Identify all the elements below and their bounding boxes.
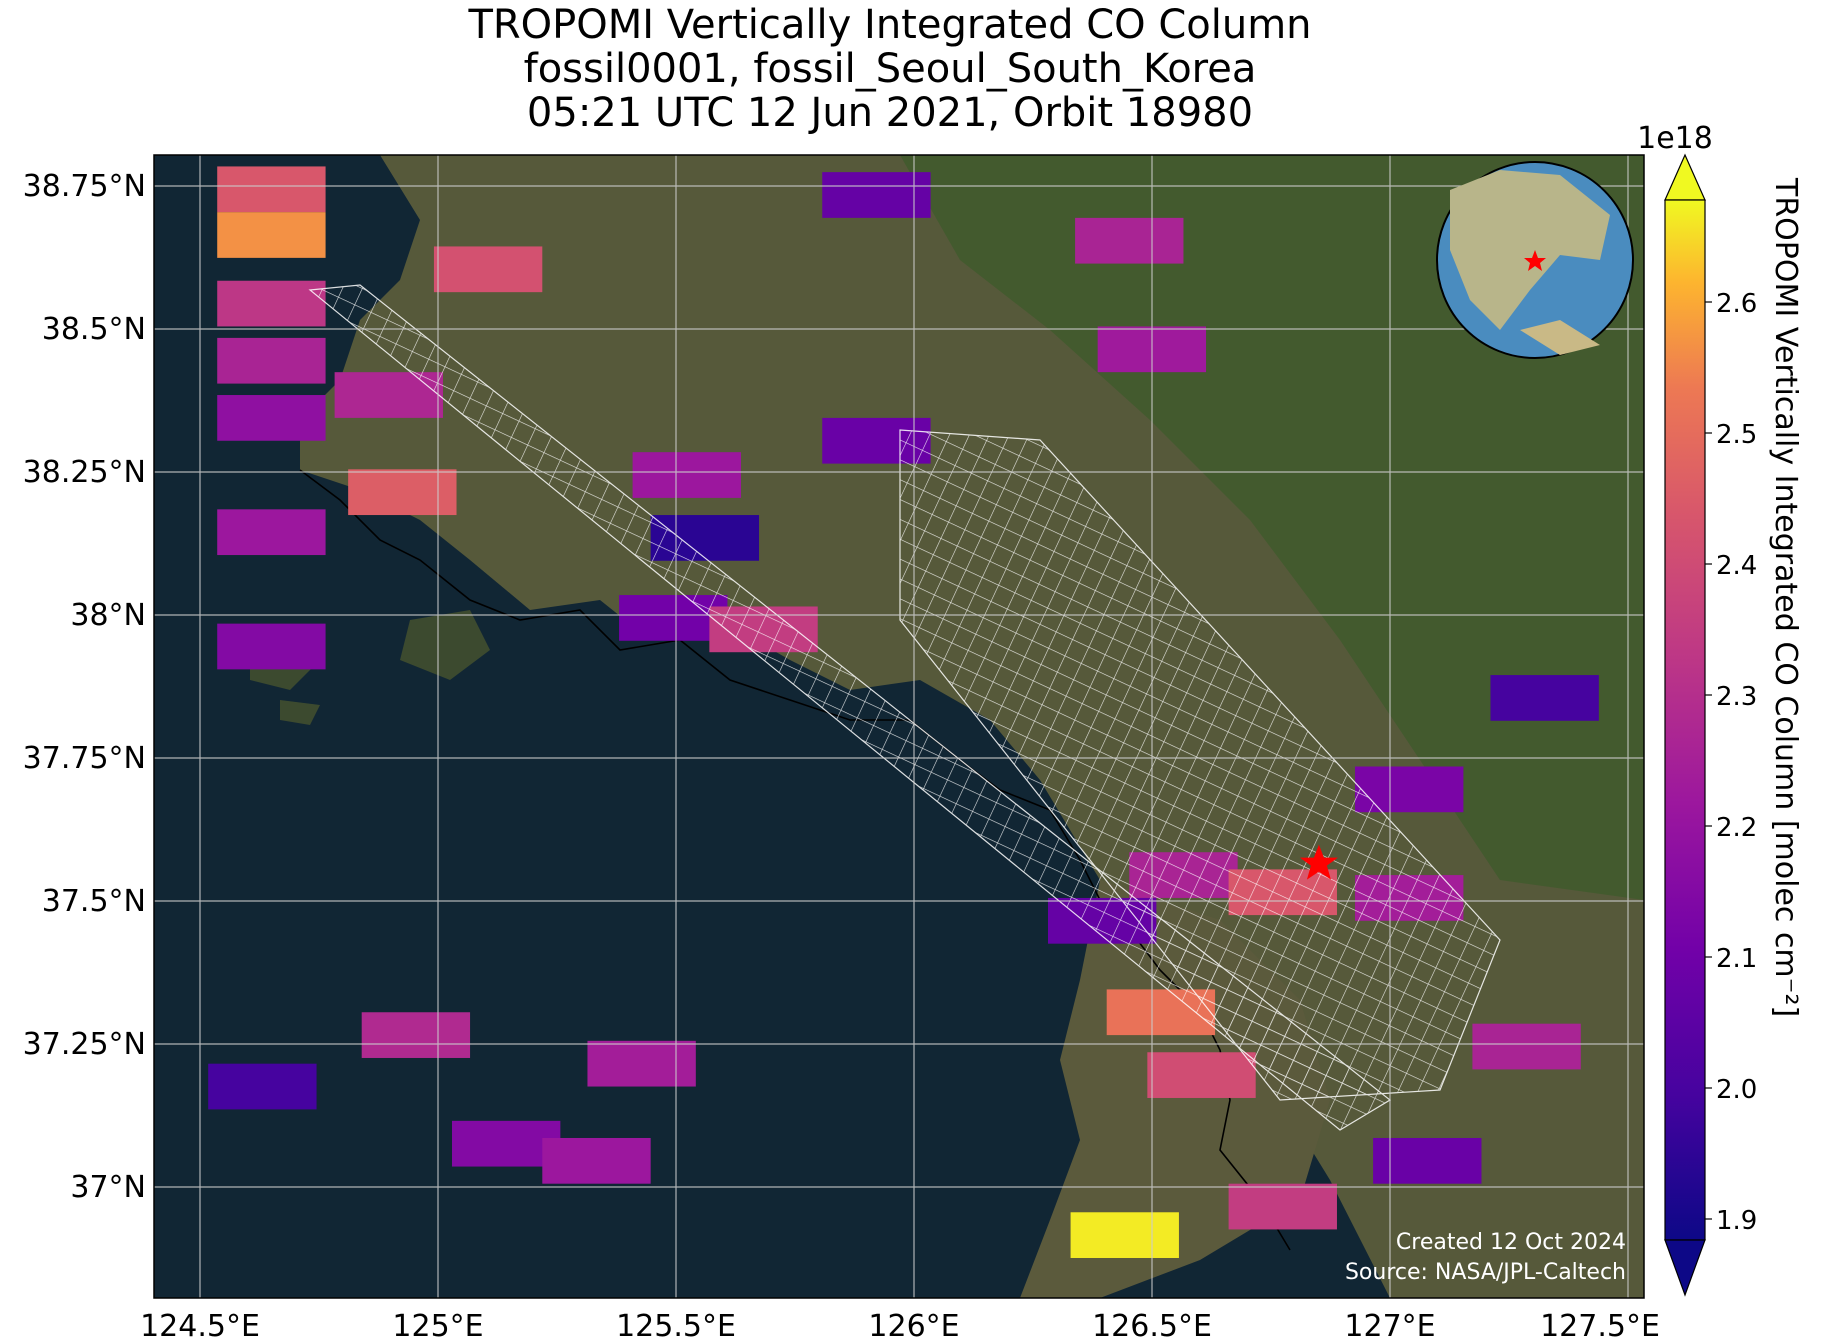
source-credit: Source: NASA/JPL-Caltech	[1345, 1260, 1626, 1285]
co-pixel-27	[361, 1012, 471, 1058]
co-pixel-30	[542, 1137, 651, 1184]
land-north-mountains	[900, 155, 1644, 900]
lat-tick-3700: 37°N	[70, 1170, 146, 1205]
cb-tick-23: 2.3	[1716, 682, 1757, 712]
land-islands	[250, 610, 490, 725]
title-line-1: TROPOMI Vertically Integrated CO Column	[468, 2, 1312, 48]
cb-tick-22: 2.2	[1716, 813, 1757, 843]
colorbar-label: TROPOMI Vertically Integrated CO Column …	[1768, 177, 1803, 1017]
colorbar-bar	[1664, 199, 1706, 1241]
lat-tick-3725: 37.25°N	[23, 1027, 146, 1062]
co-pixel-34	[1472, 1023, 1581, 1070]
co-pixel-0	[217, 166, 326, 213]
lat-tick-3850: 38.5°N	[42, 312, 146, 347]
lon-tick-1270: 127°E	[1344, 1309, 1435, 1343]
co-pixel-5	[217, 509, 326, 556]
lon-tick-1265: 126.5°E	[1092, 1309, 1212, 1343]
heatmap-pixels	[208, 166, 1599, 1258]
co-pixel-3	[217, 337, 326, 384]
co-pixel-28	[208, 1063, 317, 1110]
lon-tick-1275: 127.5°E	[1540, 1309, 1660, 1343]
lat-tick-3775: 37.75°N	[23, 741, 146, 776]
colorbar-ticks: 2.6 2.5 2.4 2.3 2.2 2.1 2.0 1.9	[1705, 289, 1757, 1236]
co-pixel-6	[217, 623, 326, 670]
co-pixel-2	[217, 280, 326, 327]
colorbar-min-arrow	[1664, 1239, 1706, 1297]
colorbar: 1e18 2.6 2.5 2.4 2.3 2.2 2.1 2.0 1.9 TRO…	[1637, 121, 1803, 1297]
cb-tick-19: 1.9	[1716, 1206, 1757, 1236]
title-line-3: 05:21 UTC 12 Jun 2021, Orbit 18980	[526, 90, 1254, 136]
swath-central	[899, 429, 1501, 1101]
cb-tick-26: 2.6	[1716, 289, 1757, 319]
co-pixel-4	[217, 395, 326, 441]
cb-tick-20: 2.0	[1716, 1075, 1757, 1105]
title-line-2: fossil0001, fossil_Seoul_South_Korea	[523, 46, 1257, 92]
lat-tick-3750: 37.5°N	[42, 884, 146, 919]
gridlines	[154, 155, 1644, 1298]
lon-tick-1245: 124.5°E	[140, 1309, 260, 1343]
co-pixel-23	[1147, 1052, 1256, 1098]
co-pixel-1	[217, 212, 326, 258]
co-pixel-8	[433, 246, 543, 293]
inset-globe	[1436, 161, 1634, 359]
lon-tick-labels: 124.5°E 125°E 125.5°E 126°E 126.5°E 127°…	[140, 1309, 1660, 1343]
created-date: Created 12 Oct 2024	[1396, 1230, 1626, 1255]
co-pixel-32	[1228, 1183, 1337, 1230]
globe-land-australia	[1520, 320, 1600, 355]
map-area	[154, 155, 1644, 1298]
cb-tick-21: 2.1	[1716, 944, 1757, 974]
map-frame	[153, 154, 1645, 1299]
globe-target-star	[1524, 250, 1546, 271]
co-pixel-7	[348, 469, 457, 516]
lat-tick-3825: 38.25°N	[23, 455, 146, 490]
colorbar-exponent: 1e18	[1637, 121, 1713, 156]
co-pixel-10	[632, 452, 741, 498]
co-pixel-14	[1075, 217, 1184, 264]
lon-tick-1250: 125°E	[392, 1309, 483, 1343]
globe-land-asia	[1450, 170, 1610, 330]
cb-tick-24: 2.4	[1716, 551, 1757, 581]
lon-tick-1260: 126°E	[868, 1309, 959, 1343]
co-pixel-16	[822, 172, 931, 218]
co-pixel-31	[1070, 1212, 1179, 1258]
lat-tick-3875: 38.75°N	[23, 169, 146, 204]
co-pixel-26	[587, 1040, 696, 1087]
lat-tick-3800: 38°N	[70, 598, 146, 633]
co-pixel-33	[1373, 1137, 1482, 1184]
lon-tick-1255: 125.5°E	[616, 1309, 736, 1343]
cb-tick-25: 2.5	[1716, 420, 1757, 450]
lat-tick-labels: 38.75°N 38.5°N 38.25°N 38°N 37.75°N 37.5…	[23, 169, 146, 1205]
target-site-star	[1299, 844, 1338, 880]
swath-overlays	[308, 284, 1501, 1131]
co-pixel-19	[1490, 675, 1599, 721]
colorbar-max-arrow	[1664, 153, 1706, 201]
